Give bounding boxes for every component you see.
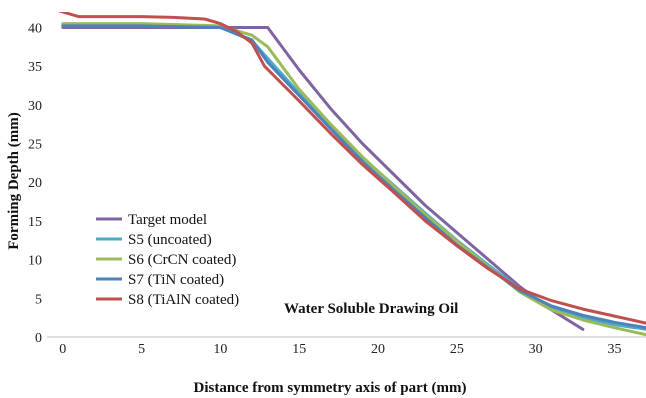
legend-label: Target model [128,212,207,228]
x-tick-label: 25 [450,342,464,357]
y-axis-ticks: 0 5 10 15 20 25 30 35 40 [28,21,42,346]
x-tick-label: 10 [213,342,227,357]
series-line [57,12,646,325]
x-tick-label: 15 [292,342,306,357]
y-tick-label: 20 [28,176,42,191]
y-tick-label: 0 [35,331,42,346]
chart-annotation: Water Soluble Drawing Oil [284,301,458,317]
legend-label: S7 (TiN coated) [128,272,224,288]
series-lines [57,12,646,337]
legend-label: S6 (CrCN coated) [128,252,236,268]
y-tick-label: 35 [28,60,42,75]
legend: Target model S5 (uncoated) S6 (CrCN coated… [96,212,239,308]
x-tick-label: 30 [529,342,543,357]
y-tick-label: 5 [35,292,42,307]
legend-label: S8 (TiAlN coated) [128,292,239,308]
series-line [61,22,646,337]
y-tick-label: 40 [28,21,42,36]
x-axis-ticks: 0 5 10 15 20 25 30 35 [59,342,621,357]
y-tick-label: 25 [28,138,42,153]
x-tick-label: 20 [371,342,385,357]
x-tick-label: 0 [59,342,66,357]
y-tick-label: 30 [28,99,42,114]
plot-area: 0 5 10 15 20 25 30 35 0 5 10 15 20 25 30 35 40 [28,12,646,357]
legend-label: S5 (uncoated) [128,232,212,248]
x-tick-label: 5 [138,342,145,357]
x-axis-title: Distance from symmetry axis of part (mm) [194,380,467,396]
x-tick-label: 35 [607,342,621,357]
y-tick-label: 15 [28,215,42,230]
y-tick-label: 10 [28,254,42,269]
y-axis-title: Forming Depth (mm) [6,112,22,249]
